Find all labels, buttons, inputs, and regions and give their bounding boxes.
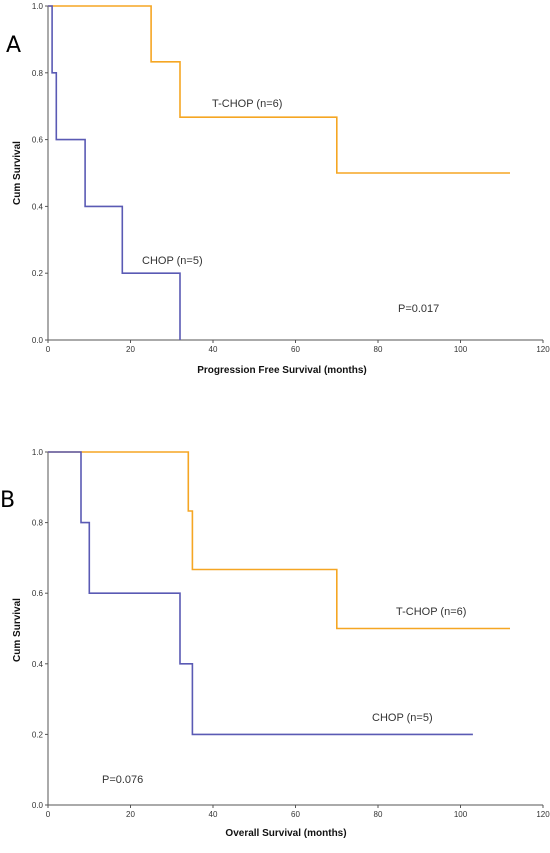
x-tick-label: 20 [126, 810, 135, 819]
y-tick-label: 0.0 [32, 801, 44, 810]
y-tick-label: 0.4 [32, 202, 44, 211]
x-tick-label: 120 [536, 810, 550, 819]
x-tick-label: 20 [126, 345, 135, 354]
panel-a: A Cum Survival Progression Free Survival… [6, 2, 550, 376]
chop-survival-curve [48, 451, 473, 736]
panel-a-p-value: P=0.017 [398, 303, 439, 315]
x-tick-label: 80 [374, 345, 383, 354]
x-tick-label: 40 [209, 810, 218, 819]
y-tick-label: 0.2 [32, 730, 44, 739]
y-tick-label: 0.8 [32, 69, 44, 78]
panel-a-series [48, 5, 510, 340]
y-tick-label: 1.0 [32, 448, 44, 457]
tchop-survival-curve [48, 5, 510, 174]
x-tick-label: 120 [536, 345, 550, 354]
panel-a-chop-label: CHOP (n=5) [142, 255, 203, 267]
y-tick-label: 1.0 [32, 2, 44, 11]
y-tick-label: 0.4 [32, 660, 44, 669]
panel-a-axes [47, 6, 543, 341]
panel-a-x-axis-label: Progression Free Survival (months) [197, 365, 367, 376]
panel-b: B Cum Survival Overall Survival (months)… [0, 448, 550, 839]
y-tick-label: 0.6 [32, 589, 44, 598]
x-tick-label: 0 [46, 810, 51, 819]
x-tick-label: 40 [209, 345, 218, 354]
panel-b-y-axis-label: Cum Survival [12, 598, 23, 662]
y-tick-label: 0.0 [32, 336, 44, 345]
x-tick-label: 60 [291, 810, 300, 819]
y-tick-label: 0.6 [32, 136, 44, 145]
panel-a-tchop-label: T-CHOP (n=6) [212, 98, 282, 110]
tchop-survival-curve [48, 451, 510, 630]
panel-b-y-axis-title: Cum Survival [12, 598, 23, 662]
x-tick-label: 100 [454, 810, 468, 819]
panel-b-axes [47, 452, 543, 806]
y-tick-label: 0.2 [32, 269, 44, 278]
panel-a-letter: A [6, 33, 21, 58]
panel-b-series [48, 451, 510, 736]
x-tick-label: 80 [374, 810, 383, 819]
panel-b-ticks: 0 20 40 60 80 100 120 0.0 0.2 0.4 0.6 0.8 1.0 [32, 448, 550, 819]
panel-a-y-axis-label: Cum Survival [12, 141, 23, 205]
panel-b-tchop-label: T-CHOP (n=6) [396, 606, 466, 618]
panel-b-chop-label: CHOP (n=5) [372, 712, 433, 724]
y-tick-label: 0.8 [32, 519, 44, 528]
panel-b-x-axis-label: Overall Survival (months) [225, 828, 346, 839]
panel-b-letter: B [0, 488, 15, 513]
x-tick-label: 0 [46, 345, 51, 354]
x-tick-label: 100 [454, 345, 468, 354]
panel-a-ticks: 0 20 40 60 80 100 120 0.0 0.2 0.4 0.6 0.8 1.0 [32, 2, 550, 354]
panel-b-p-value: P=0.076 [102, 774, 143, 786]
panel-a-y-axis-title: Cum Survival [12, 141, 23, 205]
x-tick-label: 60 [291, 345, 300, 354]
chop-survival-curve [48, 5, 181, 340]
